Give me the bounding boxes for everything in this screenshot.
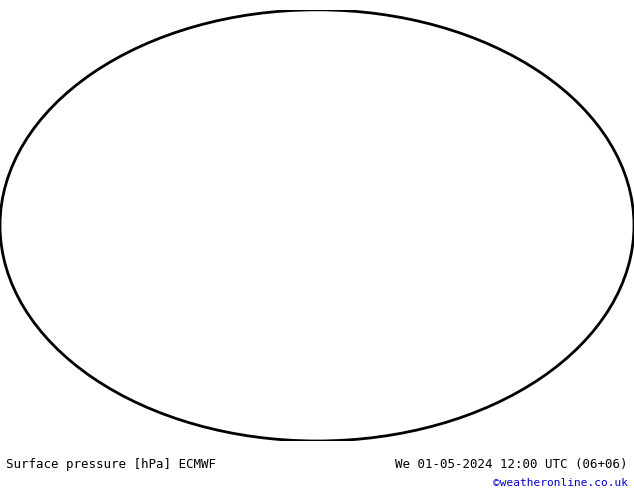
Text: We 01-05-2024 12:00 UTC (06+06): We 01-05-2024 12:00 UTC (06+06) (395, 458, 628, 471)
Text: ©weatheronline.co.uk: ©weatheronline.co.uk (493, 478, 628, 488)
Text: Surface pressure [hPa] ECMWF: Surface pressure [hPa] ECMWF (6, 458, 216, 471)
